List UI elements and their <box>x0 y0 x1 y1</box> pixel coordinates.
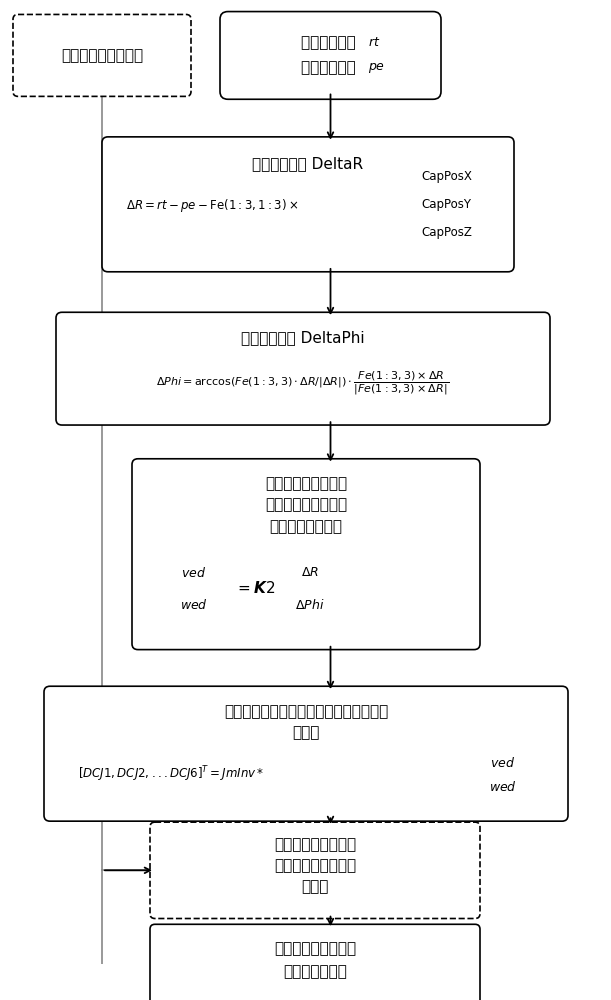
Text: 调用逆运动学方程，计算机械臂期望关节: 调用逆运动学方程，计算机械臂期望关节 <box>224 704 388 719</box>
Text: $[DCJ1,DCJ2,...DCJ6]^T = JmInv*$: $[DCJ1,DCJ2,...DCJ6]^T = JmInv*$ <box>78 764 265 784</box>
Text: $=\boldsymbol{K}2$: $=\boldsymbol{K}2$ <box>235 580 276 596</box>
Text: CapPosZ: CapPosZ <box>421 226 472 239</box>
Text: 三次多项式系数: 三次多项式系数 <box>283 964 347 979</box>
Text: 末端位置矢量: 末端位置矢量 <box>301 60 360 75</box>
FancyBboxPatch shape <box>13 14 191 96</box>
Text: $ved$: $ved$ <box>491 756 516 770</box>
Text: 关节角处理，并计算: 关节角处理，并计算 <box>274 941 356 956</box>
Text: 当前机械臂各关节角: 当前机械臂各关节角 <box>61 48 143 63</box>
Text: 调用关节角速度调整: 调用关节角速度调整 <box>274 837 356 852</box>
Text: $\Delta Phi$: $\Delta Phi$ <box>295 598 324 612</box>
Text: 角速度: 角速度 <box>301 879 329 894</box>
FancyBboxPatch shape <box>150 822 480 919</box>
FancyBboxPatch shape <box>56 312 550 425</box>
Text: $ved$: $ved$ <box>181 566 206 580</box>
Text: $pe$: $pe$ <box>368 61 386 75</box>
Text: $rt$: $rt$ <box>368 36 381 49</box>
Text: 目标位置矢量: 目标位置矢量 <box>301 35 360 50</box>
Text: $\Delta R = rt - pe - \mathrm{Fe}(1{:}3,1{:}3)\times$: $\Delta R = rt - pe - \mathrm{Fe}(1{:}3,… <box>126 197 298 214</box>
Text: 调用比例导引方程，: 调用比例导引方程， <box>265 476 347 491</box>
Text: 计算机械臂末端手爪: 计算机械臂末端手爪 <box>265 498 347 513</box>
FancyBboxPatch shape <box>150 924 480 1000</box>
Text: 期望速度和角速度: 期望速度和角速度 <box>269 519 343 534</box>
Text: 计算相对偏差 DeltaR: 计算相对偏差 DeltaR <box>252 156 364 171</box>
FancyBboxPatch shape <box>44 686 568 821</box>
FancyBboxPatch shape <box>132 459 480 650</box>
FancyBboxPatch shape <box>220 12 441 99</box>
Text: CapPosY: CapPosY <box>422 198 472 211</box>
Text: CapPosX: CapPosX <box>421 170 472 183</box>
Text: 计算指向偏差 DeltaPhi: 计算指向偏差 DeltaPhi <box>241 330 365 345</box>
Text: $\Delta Phi = \arccos\!\left(Fe(1{:}3,3)\cdot\Delta R/|\Delta R|\right)\cdot\dfr: $\Delta Phi = \arccos\!\left(Fe(1{:}3,3)… <box>156 370 450 397</box>
Text: $\Delta R$: $\Delta R$ <box>301 566 319 579</box>
Text: 角速度: 角速度 <box>292 725 320 740</box>
Text: 函数，调整期望关节: 函数，调整期望关节 <box>274 858 356 873</box>
Text: $wed$: $wed$ <box>180 598 208 612</box>
FancyBboxPatch shape <box>102 137 514 272</box>
Text: $wed$: $wed$ <box>489 780 517 794</box>
